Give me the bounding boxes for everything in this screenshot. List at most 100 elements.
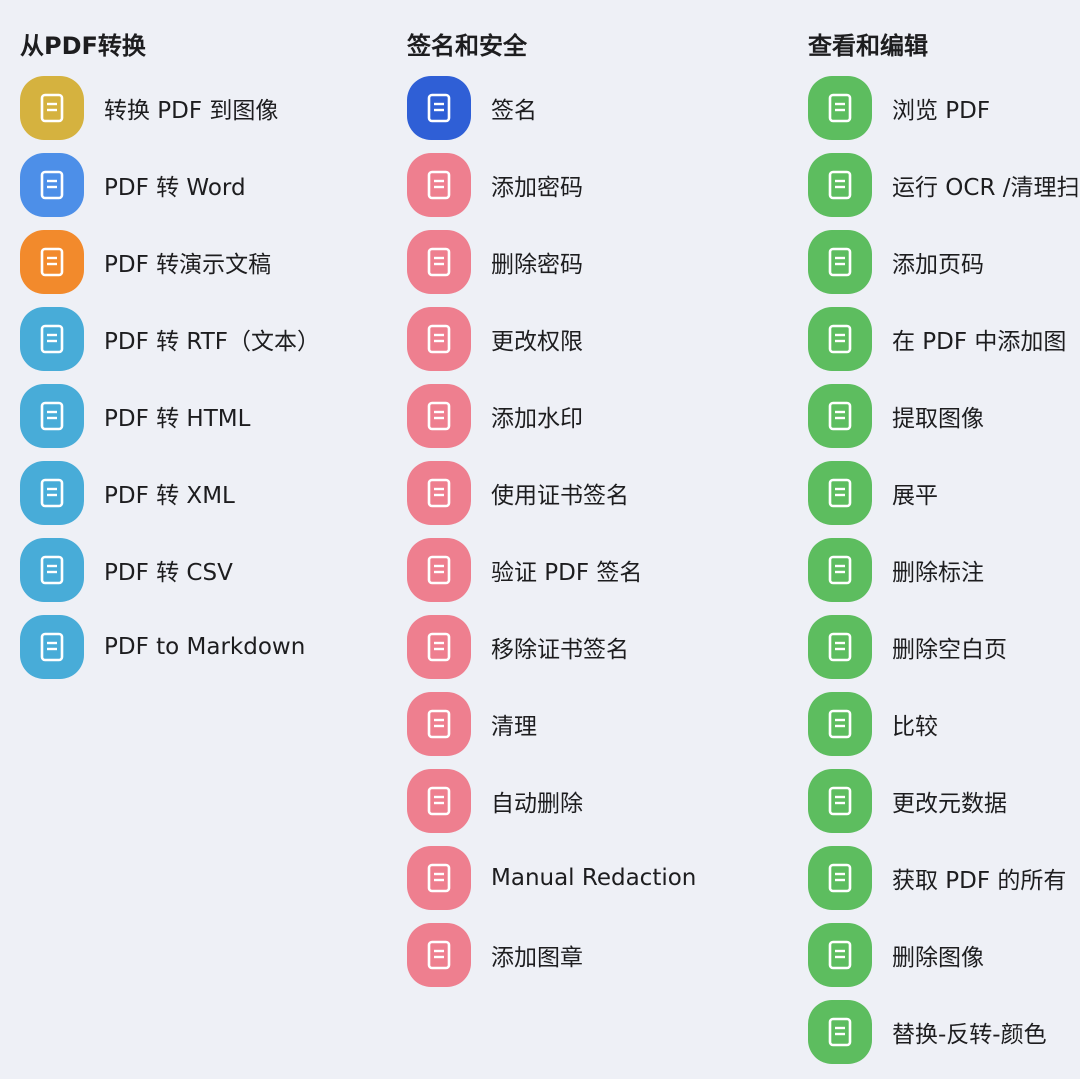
- menu-item[interactable]: 展平: [808, 461, 938, 525]
- tool-icon: [20, 538, 84, 602]
- icon-glyph: [828, 863, 852, 893]
- tool-icon: [407, 461, 471, 525]
- menu-item[interactable]: 运行 OCR /清理扫: [808, 153, 1080, 217]
- item-label: 移除证书签名: [491, 637, 629, 663]
- icon-glyph: [427, 247, 451, 277]
- tool-icon: [407, 76, 471, 140]
- menu-item[interactable]: 转换 PDF 到图像: [20, 76, 278, 140]
- menu-item[interactable]: PDF 转 HTML: [20, 384, 250, 448]
- menu-item[interactable]: Manual Redaction: [407, 846, 696, 910]
- tool-icon: [808, 1000, 872, 1064]
- item-label: 替换-反转-颜色: [892, 1022, 1047, 1048]
- icon-glyph: [427, 170, 451, 200]
- tool-icon: [407, 153, 471, 217]
- icon-glyph: [427, 93, 451, 123]
- icon-glyph: [40, 401, 64, 431]
- icon-glyph: [427, 940, 451, 970]
- item-label: 验证 PDF 签名: [491, 560, 643, 586]
- item-label: 提取图像: [892, 406, 984, 432]
- column-title: 查看和编辑: [808, 32, 928, 60]
- tool-icon: [808, 153, 872, 217]
- item-label: 运行 OCR /清理扫: [892, 175, 1080, 201]
- tool-icon: [20, 384, 84, 448]
- menu-item[interactable]: PDF 转演示文稿: [20, 230, 271, 294]
- menu-item[interactable]: 自动删除: [407, 769, 583, 833]
- tool-icon: [20, 307, 84, 371]
- item-label: 使用证书签名: [491, 483, 629, 509]
- icon-glyph: [828, 93, 852, 123]
- item-label: 添加图章: [491, 945, 583, 971]
- menu-item[interactable]: 移除证书签名: [407, 615, 629, 679]
- menu-item[interactable]: 删除空白页: [808, 615, 1007, 679]
- column-title: 签名和安全: [407, 32, 527, 60]
- tool-icon: [808, 538, 872, 602]
- item-label: PDF 转 HTML: [104, 406, 251, 432]
- tool-icon: [808, 384, 872, 448]
- menu-item[interactable]: 提取图像: [808, 384, 984, 448]
- tool-icon: [808, 615, 872, 679]
- tool-icon: [407, 692, 471, 756]
- tool-icon: [407, 307, 471, 371]
- item-label: Manual Redaction: [491, 865, 697, 891]
- tool-icon: [407, 923, 471, 987]
- menu-item[interactable]: 替换-反转-颜色: [808, 1000, 1047, 1064]
- menu-item[interactable]: 使用证书签名: [407, 461, 629, 525]
- icon-glyph: [40, 247, 64, 277]
- icon-glyph: [40, 170, 64, 200]
- menu-item[interactable]: 删除图像: [808, 923, 984, 987]
- menu-item[interactable]: 删除密码: [407, 230, 583, 294]
- menu-item[interactable]: PDF 转 CSV: [20, 538, 233, 602]
- item-label: PDF 转 XML: [104, 483, 235, 509]
- icon-glyph: [828, 170, 852, 200]
- tool-icon: [20, 153, 84, 217]
- icon-glyph: [828, 401, 852, 431]
- icon-glyph: [828, 940, 852, 970]
- item-label: 清理: [491, 714, 537, 740]
- icon-glyph: [427, 632, 451, 662]
- item-label: 转换 PDF 到图像: [104, 98, 279, 124]
- menu-item[interactable]: 添加水印: [407, 384, 583, 448]
- tool-icon: [808, 769, 872, 833]
- icon-glyph: [427, 709, 451, 739]
- item-label: 自动删除: [491, 791, 583, 817]
- menu-item[interactable]: 添加页码: [808, 230, 984, 294]
- tool-icon: [407, 615, 471, 679]
- item-label: PDF 转演示文稿: [104, 252, 272, 278]
- item-label: 添加水印: [491, 406, 583, 432]
- icon-glyph: [40, 478, 64, 508]
- menu-item[interactable]: 在 PDF 中添加图: [808, 307, 1066, 371]
- menu-item[interactable]: 获取 PDF 的所有: [808, 846, 1066, 910]
- menu-item[interactable]: 浏览 PDF: [808, 76, 990, 140]
- menu-item[interactable]: PDF 转 Word: [20, 153, 246, 217]
- item-label: 展平: [892, 483, 938, 509]
- tool-icon: [407, 769, 471, 833]
- item-label: 删除图像: [892, 945, 984, 971]
- menu-item[interactable]: 添加图章: [407, 923, 583, 987]
- menu-item[interactable]: PDF 转 RTF（文本）: [20, 307, 320, 371]
- icon-glyph: [40, 93, 64, 123]
- menu-item[interactable]: PDF to Markdown: [20, 615, 305, 679]
- icon-glyph: [828, 632, 852, 662]
- menu-item[interactable]: 验证 PDF 签名: [407, 538, 642, 602]
- icon-glyph: [828, 247, 852, 277]
- tool-icon: [808, 692, 872, 756]
- icon-glyph: [40, 632, 64, 662]
- tool-icon: [407, 538, 471, 602]
- icon-glyph: [427, 786, 451, 816]
- menu-item[interactable]: 更改元数据: [808, 769, 1007, 833]
- tool-icon: [407, 846, 471, 910]
- item-label: PDF 转 CSV: [104, 560, 233, 586]
- icon-glyph: [427, 863, 451, 893]
- menu-item[interactable]: 清理: [407, 692, 537, 756]
- menu-item[interactable]: 比较: [808, 692, 938, 756]
- menu-item[interactable]: 删除标注: [808, 538, 984, 602]
- item-label: 添加密码: [491, 175, 583, 201]
- menu-item[interactable]: PDF 转 XML: [20, 461, 235, 525]
- menu-item[interactable]: 签名: [407, 76, 537, 140]
- tool-icon: [20, 461, 84, 525]
- menu-item[interactable]: 添加密码: [407, 153, 583, 217]
- item-label: 删除密码: [491, 252, 583, 278]
- tool-icon: [808, 461, 872, 525]
- menu-item[interactable]: 更改权限: [407, 307, 583, 371]
